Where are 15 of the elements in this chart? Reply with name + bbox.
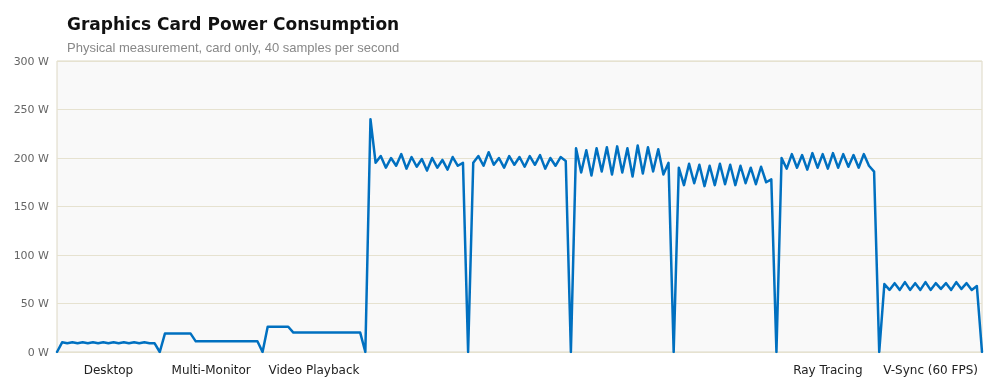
line-series [55, 117, 984, 354]
x-tick-label: Multi-Monitor [171, 363, 251, 377]
y-tick-label: 100 W [13, 248, 50, 262]
chart-subtitle: Physical measurement, card only, 40 samples per second [67, 40, 400, 55]
y-tick-label: 0 W [27, 345, 50, 359]
x-tick-label: V-Sync (60 FPS) [883, 363, 978, 377]
y-tick-label: 150 W [13, 200, 50, 213]
y-tick-label: 50 W [20, 297, 50, 310]
chart-title: Graphics Card Power Consumption [67, 13, 400, 34]
y-tick-label: 250 W [13, 103, 50, 116]
y-tick-label: 200 W [13, 151, 50, 165]
x-tick-label: Video Playback [268, 363, 360, 377]
x-tick-label: Desktop [83, 363, 134, 377]
y-tick-label: 300 W [13, 54, 50, 68]
x-tick-label: Ray Tracing [793, 363, 863, 377]
